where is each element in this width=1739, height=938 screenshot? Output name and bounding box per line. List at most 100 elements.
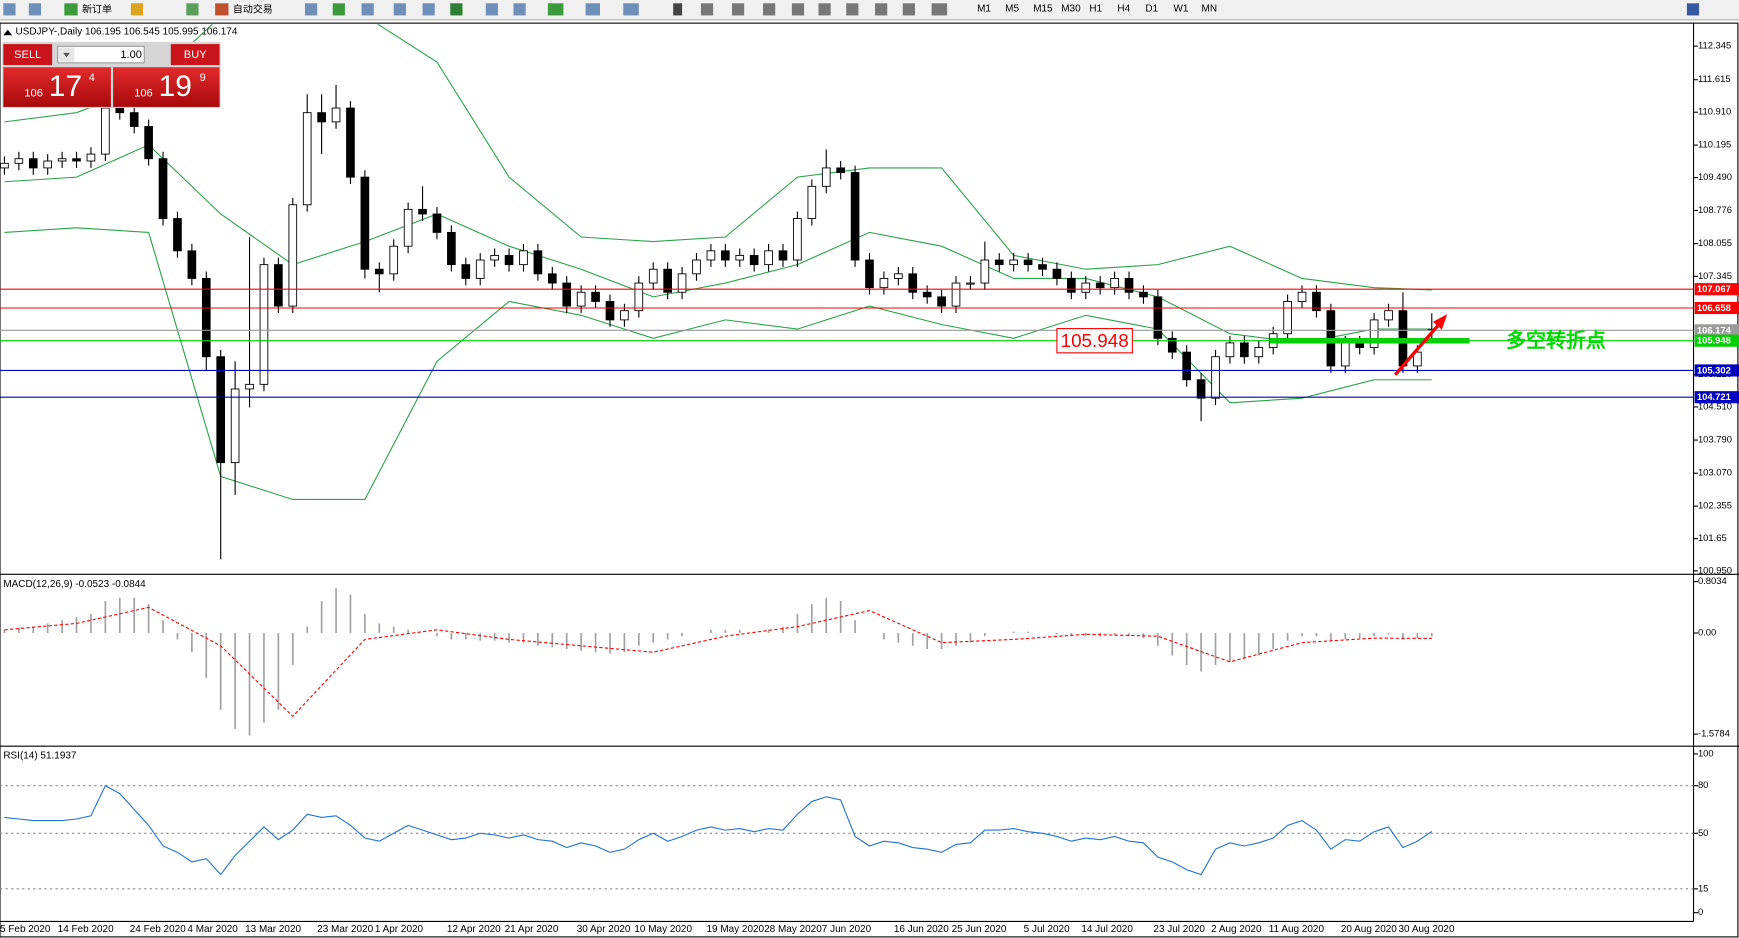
x-tick-label: 5 Feb 2020: [0, 924, 51, 935]
icon[interactable]: [731, 3, 745, 16]
timeframe-button[interactable]: W1: [1173, 3, 1188, 14]
y-tick-label: 103.070: [1698, 467, 1732, 478]
price-tag: [1694, 391, 1739, 404]
lot-input[interactable]: [57, 45, 145, 64]
timeframe-button[interactable]: M15: [1033, 3, 1053, 14]
icon[interactable]: [3, 3, 16, 16]
candle-body: [1283, 301, 1292, 335]
x-tick-label: 30 Aug 2020: [1399, 924, 1455, 935]
y-tick-label: 0: [1698, 906, 1703, 917]
timeframe-button[interactable]: M5: [1005, 3, 1019, 14]
icon[interactable]: [130, 3, 144, 16]
y-tick-label: 110.195: [1698, 139, 1731, 150]
candle-body: [43, 160, 53, 169]
candle-body: [865, 259, 874, 289]
candle-body: [778, 250, 788, 261]
candle-body: [1225, 342, 1235, 358]
icon[interactable]: [673, 3, 683, 16]
x-tick-label: 24 Feb 2020: [130, 924, 186, 935]
candle-body: [1355, 342, 1365, 348]
candle-body: [230, 388, 240, 464]
macd-signal: [4, 606, 1432, 718]
x-tick-label: 25 Jun 2020: [952, 924, 1007, 935]
candle-body: [1153, 296, 1163, 339]
x-tick-label: 1 Apr 2020: [375, 924, 424, 935]
candle-body: [418, 208, 427, 215]
icon[interactable]: [304, 3, 318, 16]
candle-body: [389, 245, 399, 275]
timeframes: M1 M5 M15 M30 H1 H4 D1 W1 MN: [977, 3, 1217, 14]
candle-body: [1297, 291, 1307, 302]
candle-body: [648, 268, 658, 284]
buy-button[interactable]: [170, 44, 220, 66]
candle-body: [216, 356, 226, 464]
candle-body: [547, 273, 557, 284]
timeframe-button[interactable]: D1: [1145, 3, 1158, 14]
candle-body: [490, 254, 499, 261]
toolbar-button[interactable]: 新订单: [82, 3, 112, 16]
y-tick-label: 100.950: [1698, 564, 1732, 575]
price-tag: [1694, 364, 1739, 377]
icon[interactable]: [931, 3, 948, 16]
candle-body: [259, 264, 269, 385]
icon[interactable]: [818, 3, 831, 16]
icon[interactable]: [450, 3, 463, 16]
sell-label[interactable]: SELL: [14, 49, 41, 61]
plot: USDJPY-,Daily 106.195 106.545 105.995 10…: [0, 24, 1739, 935]
icon[interactable]: [791, 3, 805, 16]
toolbar-button[interactable]: 自动交易: [233, 3, 273, 16]
candle-body: [173, 218, 182, 252]
icon[interactable]: [485, 3, 498, 16]
icon[interactable]: [1686, 3, 1700, 16]
icon[interactable]: [902, 3, 915, 16]
icon[interactable]: [332, 3, 345, 16]
icon[interactable]: [215, 3, 229, 16]
candle-body: [663, 268, 672, 293]
bid-box[interactable]: [3, 67, 111, 107]
x-tick-label: 14 Jul 2020: [1081, 924, 1133, 935]
icon[interactable]: [186, 3, 199, 16]
buy-label[interactable]: BUY: [184, 49, 207, 61]
x-tick-label: 23 Mar 2020: [317, 924, 373, 935]
icon[interactable]: [700, 3, 714, 16]
annotation-price: 105.948: [1061, 330, 1129, 351]
lot-value[interactable]: 1.00: [120, 49, 142, 61]
x-tick-label: 14 Feb 2020: [58, 924, 114, 935]
icon[interactable]: [393, 3, 406, 16]
candle-body: [1254, 347, 1264, 358]
candle-body: [302, 112, 312, 206]
timeframe-button[interactable]: H1: [1089, 3, 1102, 14]
candle-body: [201, 278, 211, 358]
sell-button[interactable]: [3, 44, 53, 66]
ask-point: 9: [200, 72, 206, 84]
panel-title: MACD(12,26,9) -0.0523 -0.0844: [3, 579, 146, 590]
y-tick-label: 103.790: [1698, 434, 1732, 445]
candle-body: [894, 273, 903, 279]
candle-body: [533, 250, 543, 275]
icon[interactable]: [361, 3, 374, 16]
icon[interactable]: [875, 3, 888, 16]
toolbar-icons: [3, 3, 1700, 16]
timeframe-button[interactable]: M30: [1061, 3, 1081, 14]
icon[interactable]: [623, 3, 639, 16]
timeframe-button[interactable]: H4: [1117, 3, 1130, 14]
icon[interactable]: [585, 3, 600, 16]
candle-body: [0, 162, 9, 169]
icon[interactable]: [513, 3, 526, 16]
timeframe-button[interactable]: MN: [1202, 3, 1218, 14]
ask-box[interactable]: [113, 67, 220, 107]
icon[interactable]: [547, 3, 564, 16]
candle-body: [57, 158, 67, 162]
y-tick-label: 112.345: [1698, 40, 1731, 51]
candle-body: [1240, 342, 1249, 358]
price-tag: [1694, 301, 1739, 315]
icon[interactable]: [422, 3, 435, 16]
candle-body: [1081, 282, 1091, 293]
icon[interactable]: [763, 3, 776, 16]
x-tick-label: 23 Jul 2020: [1153, 924, 1205, 935]
icon[interactable]: [64, 3, 78, 16]
bollinger-band: [4, 227, 1432, 501]
timeframe-button[interactable]: M1: [977, 3, 991, 14]
icon[interactable]: [28, 3, 42, 16]
icon[interactable]: [846, 3, 859, 16]
